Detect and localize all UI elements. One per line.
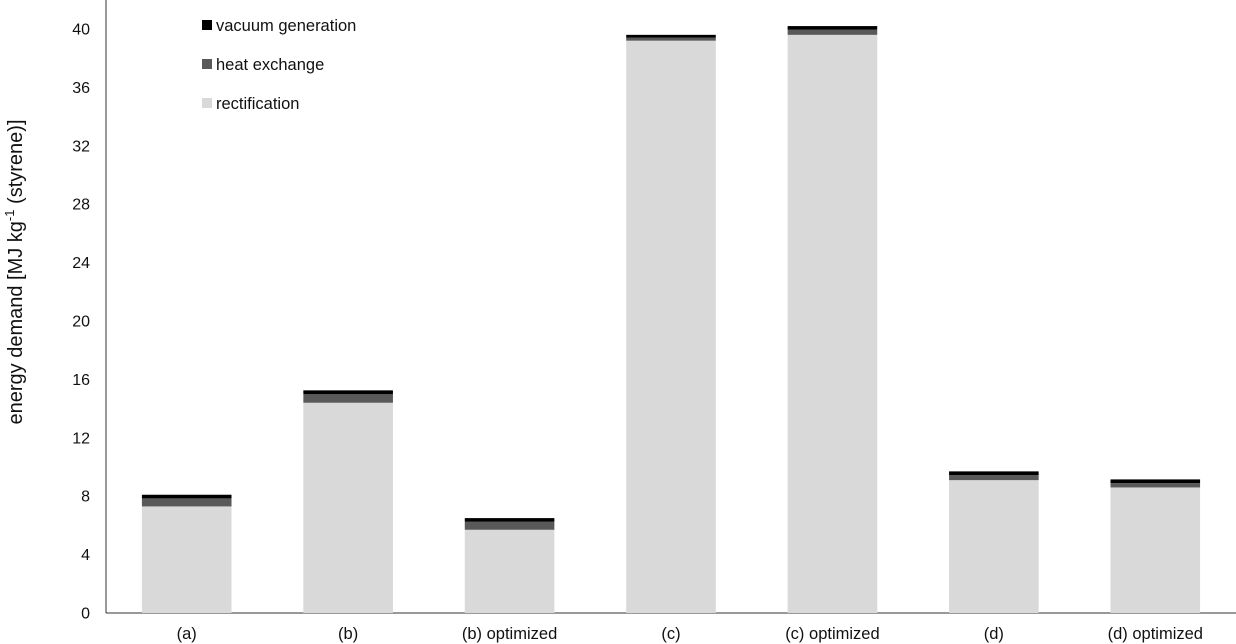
legend-swatch-heat-exchange xyxy=(202,59,212,69)
bar-segment-heat-exchange xyxy=(141,498,232,507)
bar-segment-rectification xyxy=(787,34,878,613)
y-tick-label: 0 xyxy=(81,606,90,623)
bar-segment-vacuum-generation xyxy=(141,494,232,499)
x-category-label: (a) xyxy=(177,625,197,643)
y-tick-label: 4 xyxy=(81,547,90,564)
bar-segment-heat-exchange xyxy=(626,37,716,41)
x-category-label: (d) optimized xyxy=(1108,625,1203,643)
y-tick-label: 28 xyxy=(72,197,90,214)
x-category-label: (c) optimized xyxy=(785,625,879,643)
x-category-label: (b) xyxy=(338,625,358,643)
y-axis-label-superscript: -1 xyxy=(2,210,17,222)
legend-swatch-vacuum-generation xyxy=(202,20,212,30)
bar-segment-vacuum-generation xyxy=(303,390,393,394)
bar-segment-vacuum-generation xyxy=(626,34,716,38)
bar-segment-heat-exchange xyxy=(949,475,1039,481)
y-tick-label: 40 xyxy=(72,22,90,39)
bar-segment-heat-exchange xyxy=(1110,483,1201,488)
y-tick-label: 32 xyxy=(72,138,90,155)
bar-segment-rectification xyxy=(464,529,555,613)
bar-segment-rectification xyxy=(1110,487,1201,613)
bar-segment-heat-exchange xyxy=(464,521,555,530)
y-axis-label: energy demand [MJ kg-1 (styrene)] xyxy=(2,119,27,424)
bar-segment-vacuum-generation xyxy=(464,518,555,522)
legend-label-rectification: rectification xyxy=(216,95,299,113)
y-tick-label: 8 xyxy=(81,489,90,506)
bar-segment-heat-exchange xyxy=(303,394,393,403)
x-category-label: (d) xyxy=(984,625,1004,643)
y-axis-label-suffix: (styrene)] xyxy=(5,119,27,209)
x-category-label: (c) xyxy=(661,625,680,643)
bar-segment-heat-exchange xyxy=(787,29,878,35)
bar-segment-vacuum-generation xyxy=(1110,479,1201,484)
bar-segment-vacuum-generation xyxy=(787,26,878,30)
legend: vacuum generation heat exchange rectificat… xyxy=(202,17,356,113)
y-tick-label: 12 xyxy=(72,430,90,447)
bar-segment-rectification xyxy=(626,40,716,614)
y-tick-labels: 0 4 8 12 16 20 24 28 32 36 40 xyxy=(72,22,90,623)
y-tick-label: 24 xyxy=(72,255,90,272)
bar-segment-rectification xyxy=(141,506,232,613)
legend-label-heat-exchange: heat exchange xyxy=(216,56,324,74)
x-category-label: (b) optimized xyxy=(462,625,557,643)
y-tick-label: 16 xyxy=(72,372,90,389)
bar-segment-rectification xyxy=(949,480,1039,613)
bar-segment-rectification xyxy=(303,402,393,613)
legend-label-vacuum-generation: vacuum generation xyxy=(216,17,356,35)
legend-swatch-rectification xyxy=(202,98,212,108)
bar-segment-vacuum-generation xyxy=(949,471,1039,476)
y-tick-label: 36 xyxy=(72,80,90,97)
y-tick-label: 20 xyxy=(72,314,90,331)
x-category-labels: (a) (b) (b) optimized (c) (c) optimized (d) (d… xyxy=(177,625,1203,643)
y-axis-label-prefix: energy demand [MJ kg xyxy=(5,221,27,424)
bar-group xyxy=(141,26,1201,614)
